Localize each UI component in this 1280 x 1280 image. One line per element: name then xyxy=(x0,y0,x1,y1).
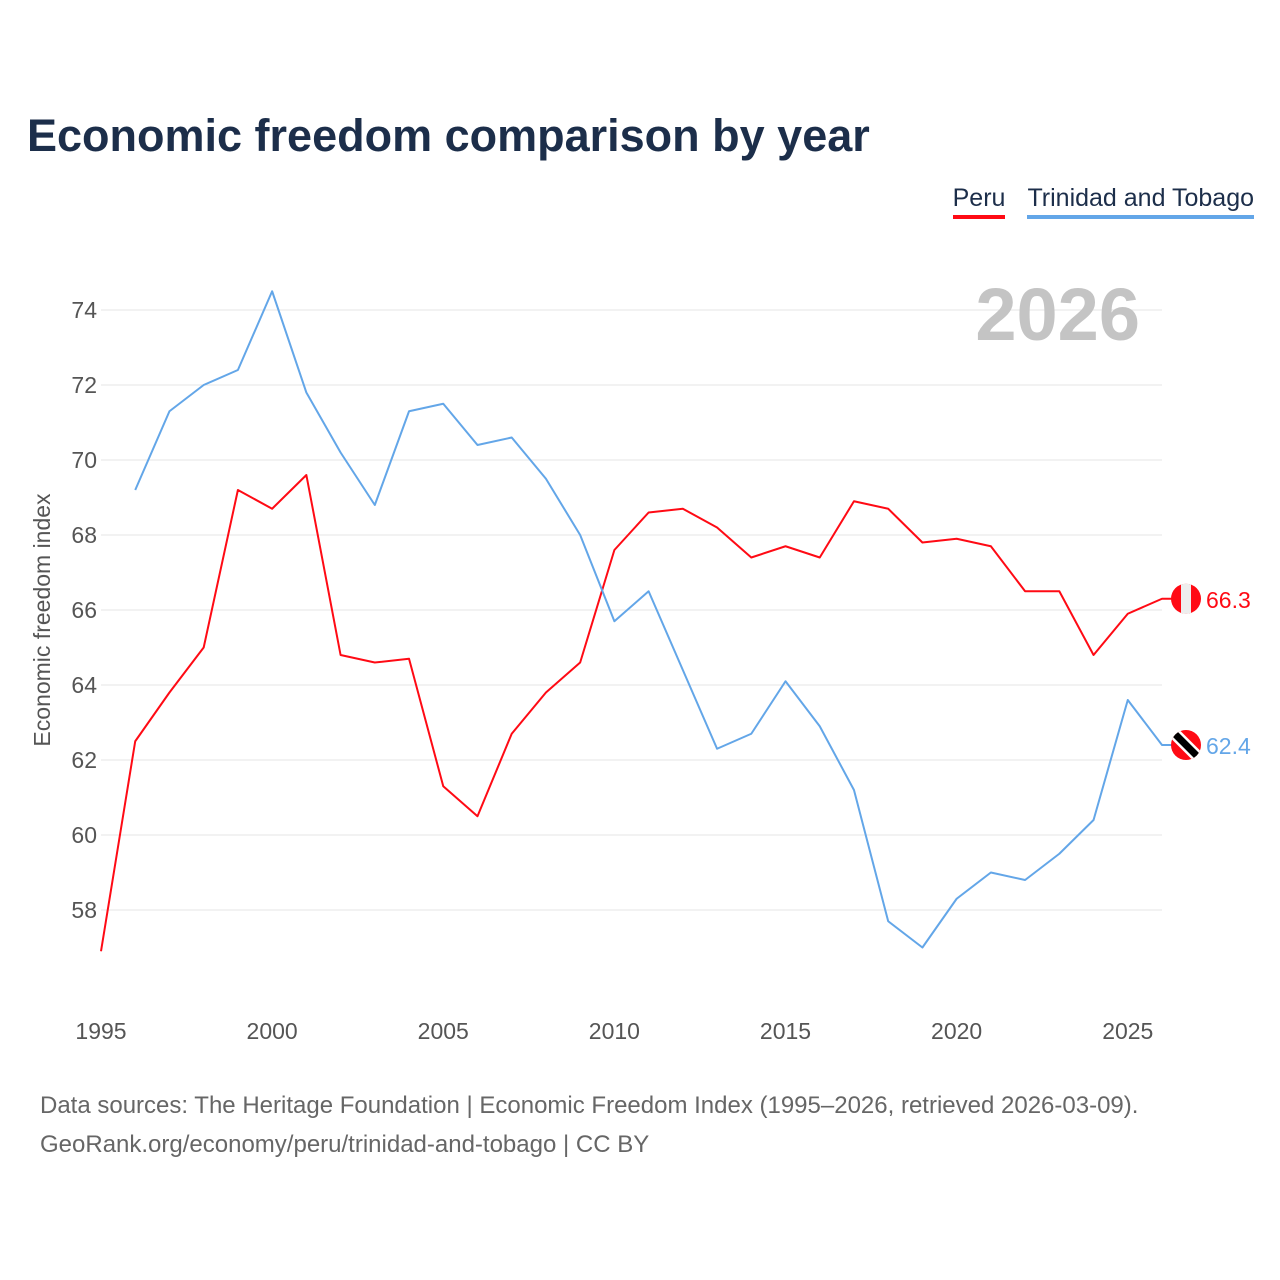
y-tick-label: 66 xyxy=(71,597,97,623)
legend-item-trinidad-and-tobago[interactable]: Trinidad and Tobago xyxy=(1027,184,1254,219)
flag-black-stripe xyxy=(1171,730,1201,760)
y-tick-label: 58 xyxy=(71,897,97,923)
y-tick-label: 70 xyxy=(71,447,97,473)
flag-body xyxy=(1171,583,1201,614)
end-value-label: 62.4 xyxy=(1206,733,1251,759)
y-axis-label: Economic freedom index xyxy=(29,493,55,747)
flag-body xyxy=(1171,730,1201,760)
y-tick-label: 60 xyxy=(71,822,97,848)
x-tick-label: 2005 xyxy=(418,1018,469,1044)
legend-item-peru[interactable]: Peru xyxy=(952,184,1006,219)
x-tick-label: 2010 xyxy=(589,1018,640,1044)
y-tick-label: 64 xyxy=(71,672,97,698)
series-line-peru xyxy=(100,474,1186,952)
x-tick-label: 2000 xyxy=(247,1018,298,1044)
source-note: Data sources: The Heritage Foundation | … xyxy=(40,1086,1138,1164)
legend: Peru Trinidad and Tobago xyxy=(952,184,1254,219)
year-watermark: 2026 xyxy=(975,273,1140,356)
x-tick-label: 2020 xyxy=(931,1018,982,1044)
peru-flag-icon xyxy=(1171,583,1201,614)
chart-title: Economic freedom comparison by year xyxy=(27,110,870,161)
x-tick-label: 1995 xyxy=(75,1018,126,1044)
flag-white xyxy=(1181,583,1191,614)
source-line-1: Data sources: The Heritage Foundation | … xyxy=(40,1092,1139,1119)
y-tick-label: 72 xyxy=(71,372,97,398)
y-tick-label: 62 xyxy=(71,747,97,773)
y-tick-label: 74 xyxy=(71,297,97,323)
end-value-label: 66.3 xyxy=(1206,587,1251,613)
series-line-trinidad-and-tobago xyxy=(134,290,1186,949)
x-tick-label: 2015 xyxy=(760,1018,811,1044)
source-line-2[interactable]: GeoRank.org/economy/peru/trinidad-and-to… xyxy=(40,1131,650,1158)
y-tick-label: 68 xyxy=(71,522,97,548)
x-tick-label: 2025 xyxy=(1102,1018,1153,1044)
trinidad-and-tobago-flag-icon xyxy=(1171,730,1201,760)
